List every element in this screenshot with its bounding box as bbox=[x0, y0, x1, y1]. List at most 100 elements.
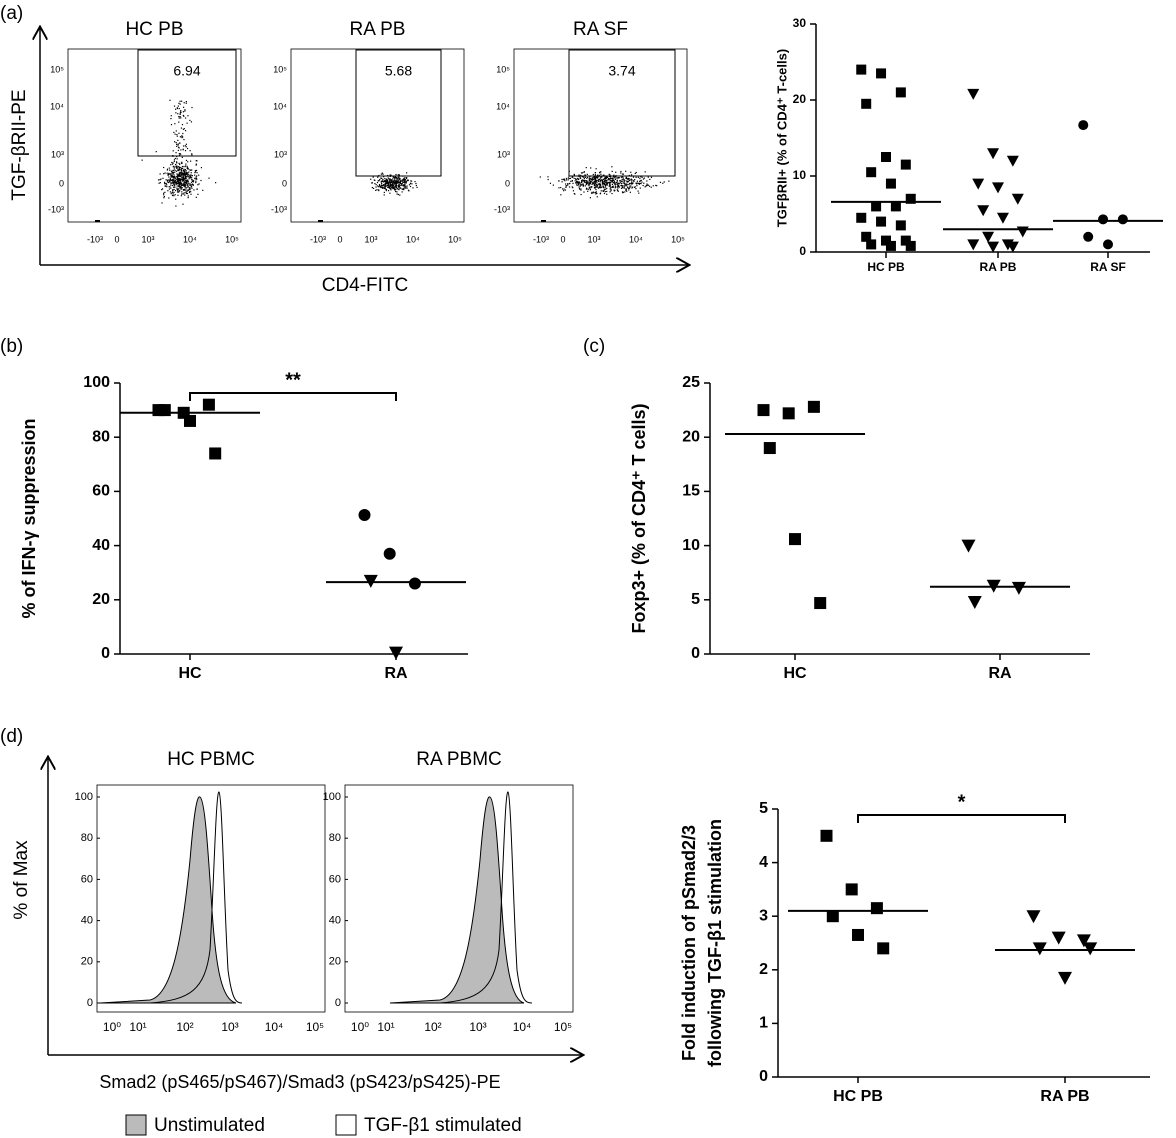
event-dot bbox=[643, 177, 646, 179]
event-dot bbox=[621, 185, 623, 187]
event-dot bbox=[583, 191, 585, 193]
y-tick-label: 10⁵ bbox=[273, 64, 287, 74]
event-dot bbox=[621, 191, 624, 193]
event-dot bbox=[625, 188, 627, 190]
event-dot bbox=[181, 193, 183, 195]
event-dot bbox=[393, 186, 395, 188]
event-dot bbox=[168, 186, 170, 188]
event-dot bbox=[587, 180, 589, 182]
event-dot bbox=[620, 181, 622, 183]
event-dot bbox=[585, 183, 587, 186]
event-dot bbox=[611, 166, 613, 168]
event-dot bbox=[197, 193, 199, 195]
event-dot bbox=[390, 181, 392, 183]
event-dot bbox=[606, 193, 608, 195]
dot-square bbox=[866, 239, 877, 250]
event-dot bbox=[628, 189, 630, 191]
event-dot bbox=[622, 177, 624, 179]
event-dot bbox=[603, 178, 605, 180]
event-dot bbox=[176, 182, 178, 184]
event-dot bbox=[171, 171, 173, 173]
event-dot bbox=[580, 188, 582, 190]
event-dot bbox=[604, 179, 606, 182]
event-dot bbox=[394, 187, 396, 189]
event-dot bbox=[167, 179, 169, 181]
event-dot bbox=[395, 185, 397, 187]
event-dot bbox=[602, 181, 604, 183]
event-dot bbox=[599, 193, 601, 195]
x-tick-label: -10³ bbox=[87, 234, 103, 244]
event-dot bbox=[382, 185, 384, 187]
event-dot bbox=[568, 170, 570, 172]
event-dot bbox=[609, 181, 611, 183]
event-dot bbox=[594, 183, 597, 185]
event-dot bbox=[402, 184, 404, 187]
event-dot bbox=[168, 172, 170, 175]
event-dot bbox=[613, 189, 615, 191]
event-dot bbox=[646, 183, 648, 185]
event-dot bbox=[184, 150, 187, 152]
event-dot bbox=[580, 182, 583, 184]
event-dot bbox=[180, 169, 183, 171]
event-dot bbox=[596, 182, 598, 184]
y-axis-label: TGFβRII+ (% of CD4⁺ T-cells) bbox=[774, 49, 789, 227]
event-dot bbox=[613, 190, 615, 192]
event-dot bbox=[166, 168, 169, 170]
event-dot bbox=[400, 182, 402, 185]
event-dot bbox=[190, 184, 192, 186]
event-dot bbox=[638, 183, 640, 185]
event-dot bbox=[625, 189, 627, 191]
event-dot bbox=[172, 177, 174, 179]
event-dot bbox=[605, 176, 607, 179]
event-dot bbox=[591, 186, 593, 188]
event-dot bbox=[626, 178, 628, 180]
event-dot bbox=[627, 177, 630, 180]
event-dot bbox=[606, 184, 609, 186]
event-dot bbox=[175, 161, 178, 163]
event-dot bbox=[384, 182, 387, 184]
event-dot bbox=[403, 179, 405, 182]
event-dot bbox=[184, 183, 186, 185]
event-dot bbox=[189, 119, 191, 122]
event-dot bbox=[600, 190, 602, 192]
event-dot bbox=[643, 182, 645, 184]
event-dot bbox=[588, 187, 590, 189]
event-dot bbox=[183, 181, 185, 183]
event-dot bbox=[662, 182, 664, 184]
event-dot bbox=[170, 124, 173, 126]
plot-title: RA SF bbox=[573, 19, 628, 40]
event-dot bbox=[188, 191, 191, 193]
event-dot bbox=[182, 189, 185, 191]
event-dot bbox=[610, 178, 612, 180]
event-dot bbox=[170, 170, 173, 172]
event-dot bbox=[600, 179, 602, 181]
event-dot bbox=[370, 178, 372, 180]
event-dot bbox=[377, 180, 379, 182]
event-dot bbox=[174, 189, 177, 192]
event-dot bbox=[174, 186, 176, 188]
event-dot bbox=[179, 174, 181, 176]
event-dot bbox=[180, 170, 183, 172]
panel-label: (a) bbox=[0, 3, 23, 24]
event-dot bbox=[381, 182, 383, 185]
event-dot bbox=[614, 184, 617, 186]
event-dot bbox=[573, 192, 575, 195]
event-dot bbox=[173, 131, 175, 134]
event-dot bbox=[599, 185, 602, 187]
event-dot bbox=[381, 186, 383, 188]
event-dot bbox=[402, 188, 404, 190]
event-dot bbox=[581, 179, 583, 181]
dot-triangle bbox=[972, 178, 985, 190]
event-dot bbox=[590, 178, 592, 180]
x-tick-label: 10² bbox=[176, 1020, 193, 1034]
event-dot bbox=[615, 171, 617, 173]
event-dot bbox=[613, 179, 615, 182]
event-dot bbox=[171, 179, 173, 181]
event-dot bbox=[598, 178, 601, 180]
event-dot bbox=[624, 185, 626, 187]
event-dot bbox=[176, 165, 178, 167]
event-dot bbox=[612, 185, 614, 187]
x-tick-label: 10¹ bbox=[129, 1020, 146, 1034]
event-dot bbox=[634, 172, 636, 175]
event-dot bbox=[177, 182, 179, 185]
